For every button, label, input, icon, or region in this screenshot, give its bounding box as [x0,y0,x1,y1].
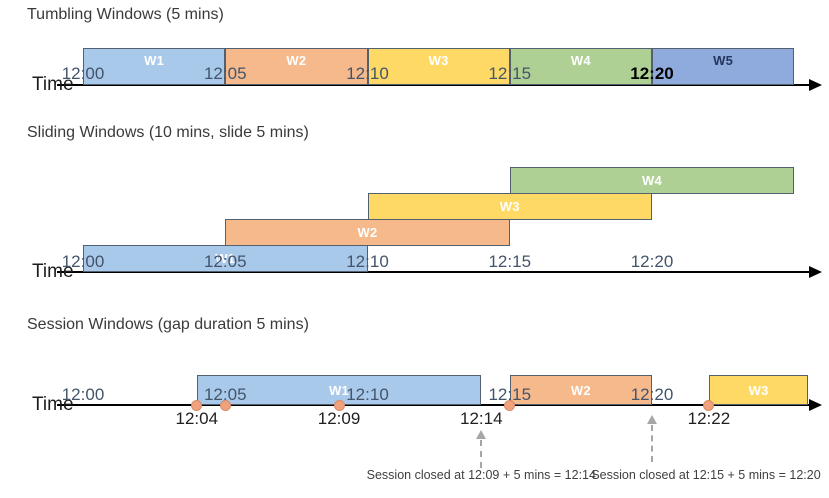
window-label: W5 [713,53,734,68]
axis-arrowhead-icon [809,266,822,278]
event-dot [504,399,516,411]
time-axis-tumbling [57,84,810,86]
tick-label-12-00: 12:00 [61,64,105,83]
tick-label-12-00: 12:00 [61,252,105,271]
annotation-arrow-up-icon [476,430,487,439]
window-label: W2 [286,53,307,68]
window-bar-w4: W4 [509,48,652,85]
tick-label-12-10: 12:10 [346,252,389,271]
window-label: W2 [570,382,591,398]
time-axis-sliding [57,271,810,273]
window-bar-w3: W3 [708,375,809,405]
window-bar-w2: W2 [225,48,368,85]
tick-label-12-05: 12:05 [203,64,247,83]
tick-label-12-15: 12:15 [488,385,532,404]
time-axis-label: Time [32,74,74,95]
event-dot-12-22 [703,399,715,411]
event-time-label: 12:04 [175,409,219,428]
window-label: W3 [428,53,449,68]
time-axis-label: Time [32,261,74,282]
tick-label-12-00: 12:00 [61,385,105,404]
section-title-session: Session Windows (gap duration 5 mins) [27,316,309,333]
session-close-time-label: 12:14 [460,409,503,428]
event-dot-12-04 [191,399,203,411]
window-label: W2 [357,225,378,240]
tick-label-12-10: 12:10 [346,64,389,83]
window-bar-w5: W5 [652,48,795,85]
session-closed-annotation: Session closed at 12:15 + 5 mins = 12:20 [591,468,821,482]
window-bar-w1: W1 [83,48,226,85]
tick-label-12-05: 12:05 [203,385,247,404]
window-label: W1 [328,382,350,398]
window-label: W3 [499,199,520,214]
window-label: W4 [570,53,591,68]
annotation-arrow-stem [651,425,653,462]
event-dot [219,399,231,411]
window-label: W1 [215,251,236,266]
tick-label-12-20: 12:20 [630,385,674,404]
window-bar-w3: W3 [367,193,652,220]
tick-label-12-15: 12:15 [488,64,532,83]
section-title-tumbling: Tumbling Windows (5 mins) [27,6,224,23]
window-label: W3 [748,382,769,398]
window-bar-w4: W4 [509,167,795,194]
section-title-sliding: Sliding Windows (10 mins, slide 5 mins) [27,124,309,141]
time-axis-label: Time [32,394,74,415]
axis-arrowhead-icon [809,79,822,91]
event-time-label: 12:09 [317,409,361,428]
axis-arrowhead-icon [809,399,822,411]
window-bar-w2: W2 [225,219,510,246]
window-bar-w3: W3 [367,48,510,85]
time-axis-session [57,404,810,406]
tick-label-12-20: 12:20 [630,64,674,83]
window-bar-w2: W2 [509,375,652,405]
tick-label-12-05: 12:05 [203,252,247,271]
annotation-arrow-stem [480,440,483,468]
session-closed-annotation: Session closed at 12:09 + 5 mins = 12:14 [366,468,596,482]
annotation-arrow-up-icon [647,415,657,424]
event-time-label: 12:22 [687,409,731,428]
tick-label-12-15: 12:15 [488,252,532,271]
tick-label-12-20: 12:20 [630,252,674,271]
event-dot-12-09 [333,399,345,411]
window-label: W4 [641,173,663,188]
tick-label-12-10: 12:10 [346,385,389,404]
window-label: W1 [144,53,165,68]
